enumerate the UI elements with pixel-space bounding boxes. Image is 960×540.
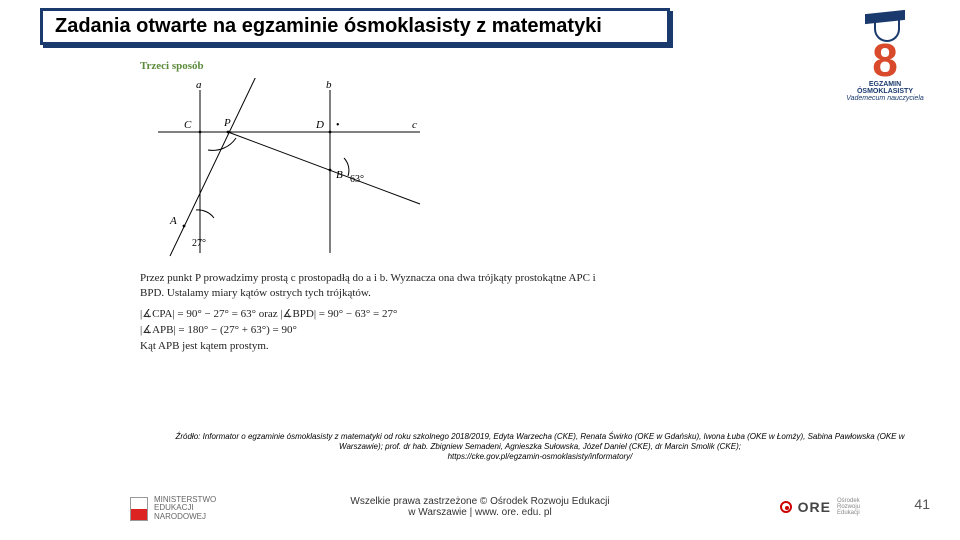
exam-logo: 8 EGZAMIN ÓSMOKLASISTY Vademecum nauczyc… [840, 8, 930, 102]
geometry-diagram: • a b c C P D B A 27° 63° [140, 78, 600, 261]
label-c: c [412, 119, 417, 131]
label-P: P [223, 117, 231, 129]
rights-line2: w Warszawie | www. ore. edu. pl [350, 507, 609, 518]
source-text: Źródło: Informator o egzaminie ósmoklasi… [175, 432, 904, 451]
exam-logo-line1: EGZAMIN ÓSMOKLASISTY [840, 81, 930, 95]
ore-name: ORE [798, 499, 831, 515]
exam-logo-line2: Vademecum nauczyciela [840, 95, 930, 102]
label-angle63: 63° [350, 174, 364, 185]
paragraph-2: Kąt APB jest kątem prostym. [140, 339, 600, 354]
men-line3: NARODOWEJ [154, 513, 216, 522]
number-eight: 8 [840, 40, 930, 81]
label-C: C [184, 119, 192, 131]
label-a: a [196, 79, 202, 91]
rights-line1: Wszelkie prawa zastrzeżone © Ośrodek Roz… [350, 496, 609, 507]
math-line-1: |∡CPA| = 90° − 27° = 63° oraz |∡BPD| = 9… [140, 307, 600, 320]
method-heading: Trzeci sposób [140, 60, 600, 72]
source-url: https://cke.gov.pl/egzamin-osmoklasisty/… [160, 452, 920, 462]
men-logo: MINISTERSTWO EDUKACJI NARODOWEJ [130, 496, 216, 522]
diagram-svg: • a b c C P D B A 27° 63° [140, 78, 430, 258]
ore-dot-icon [780, 501, 792, 513]
graduation-cap-icon [860, 8, 910, 26]
source-citation: Źródło: Informator o egzaminie ósmoklasi… [160, 432, 920, 462]
label-b: b [326, 79, 332, 91]
page-title: Zadania otwarte na egzaminie ósmoklasist… [55, 15, 655, 38]
math-line-2: |∡APB| = 180° − (27° + 63°) = 90° [140, 323, 600, 336]
poland-flag-icon [130, 497, 148, 521]
label-A: A [169, 215, 177, 227]
page-number: 41 [914, 496, 930, 512]
ore-sub3: Edukacji [837, 510, 860, 516]
label-D: D [315, 119, 324, 131]
copyright: Wszelkie prawa zastrzeżone © Ośrodek Roz… [350, 496, 609, 518]
men-text: MINISTERSTWO EDUKACJI NARODOWEJ [154, 496, 216, 522]
svg-text:•: • [336, 120, 340, 131]
footer: MINISTERSTWO EDUKACJI NARODOWEJ Wszelkie… [0, 486, 960, 526]
ore-logo: ORE Ośrodek Rozwoju Edukacji [780, 498, 860, 516]
title-box: Zadania otwarte na egzaminie ósmoklasist… [40, 8, 670, 45]
label-angle27: 27° [192, 238, 206, 249]
paragraph-1: Przez punkt P prowadzimy prostą c prosto… [140, 271, 600, 301]
content-area: Trzeci sposób • a b c [140, 60, 600, 360]
ore-subtitle: Ośrodek Rozwoju Edukacji [837, 498, 860, 516]
label-B: B [336, 169, 343, 181]
